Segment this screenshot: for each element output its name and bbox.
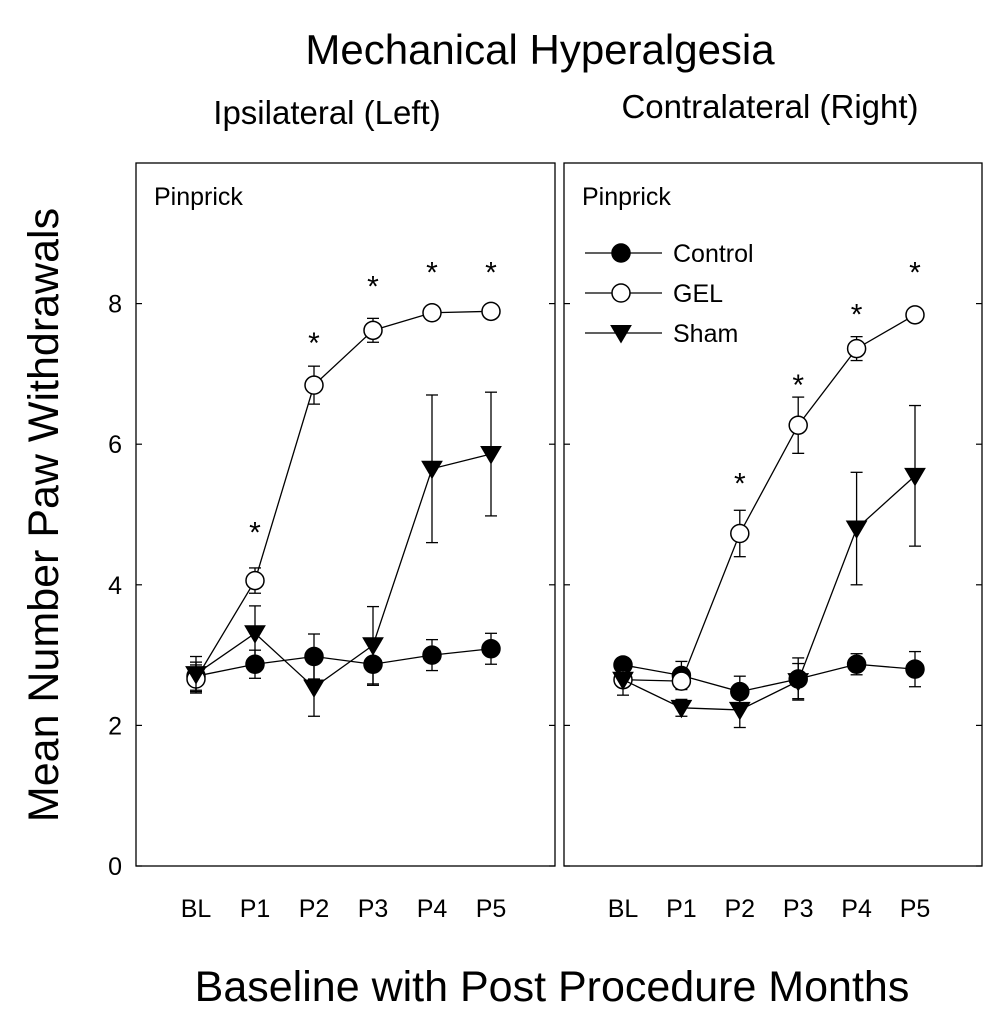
chart-title: Mechanical Hyperalgesia	[305, 26, 775, 73]
data-point	[846, 338, 867, 359]
data-point	[480, 446, 502, 465]
data-point	[846, 654, 867, 674]
series-sham	[185, 391, 502, 717]
panel-label: Pinprick	[154, 183, 243, 211]
data-point	[245, 570, 265, 591]
data-point	[612, 671, 634, 691]
series-line	[622, 663, 916, 693]
data-point	[905, 659, 925, 679]
data-point	[671, 671, 692, 691]
y-axis-label: Mean Number Paw Withdrawals	[20, 208, 68, 822]
series-control	[613, 650, 925, 708]
series-line	[195, 648, 492, 677]
x-tick-label: P2	[299, 895, 330, 923]
data-point	[787, 673, 810, 692]
significance-mark: *	[426, 256, 438, 289]
x-tick-label: P4	[417, 895, 448, 923]
y-tick-label: 6	[108, 431, 122, 459]
data-point	[244, 625, 266, 644]
x-tick-label: P1	[240, 895, 271, 923]
significance-mark: *	[909, 256, 921, 289]
x-tick-label: BL	[181, 895, 212, 923]
x-tick-label: BL	[608, 895, 639, 923]
legend-entry: Sham	[673, 320, 738, 348]
series-gel	[613, 305, 925, 691]
data-point	[185, 666, 207, 685]
series-line	[622, 475, 916, 711]
data-point	[481, 301, 501, 322]
data-point	[730, 523, 750, 544]
data-point	[670, 699, 693, 719]
significance-mark: *	[367, 271, 379, 304]
data-point	[788, 415, 808, 435]
x-axis-label: Baseline with Post Procedure Months	[195, 963, 910, 1011]
plot-frame	[135, 162, 556, 867]
data-point	[904, 467, 926, 487]
x-tick-label: P5	[476, 895, 507, 923]
significance-mark: *	[485, 256, 497, 289]
data-point	[421, 460, 443, 480]
data-point	[905, 305, 925, 325]
x-tick-label: P2	[725, 895, 756, 923]
panel-title-right: Contralateral (Right)	[621, 88, 918, 125]
panel-title-left: Ipsilateral (Left)	[213, 94, 440, 131]
series-line	[622, 314, 916, 682]
series-gel	[186, 301, 501, 694]
x-tick-label: P1	[666, 895, 697, 923]
legend: Control GEL Sham	[585, 240, 754, 348]
y-tick-label: 2	[108, 712, 122, 740]
y-tick-label: 0	[108, 853, 122, 881]
series-sham	[612, 404, 926, 729]
y-tick-label: 4	[108, 572, 122, 600]
series-line	[195, 310, 492, 680]
legend-entry: Control	[673, 240, 754, 268]
x-tick-label: P3	[783, 895, 814, 923]
legend-marker	[611, 283, 631, 303]
panel-left: 0 2 4 6 8 BL P1 P2 P3 P4 P5 Pinprick * * * * *	[108, 162, 556, 923]
data-point	[481, 639, 501, 659]
data-point	[363, 320, 383, 341]
series-line	[195, 453, 492, 689]
data-point	[422, 645, 442, 665]
x-tick-label: P4	[841, 895, 872, 923]
data-point	[304, 375, 324, 395]
data-point	[422, 302, 442, 323]
legend-entry: GEL	[673, 280, 723, 308]
panel-label: Pinprick	[582, 183, 671, 211]
plot-frame	[563, 162, 983, 867]
significance-mark: *	[249, 517, 261, 550]
data-point	[362, 637, 384, 656]
significance-mark: *	[308, 327, 320, 360]
significance-mark: *	[792, 369, 804, 402]
series-control	[186, 632, 501, 691]
significance-mark: *	[851, 299, 863, 332]
x-tick-label: P5	[900, 895, 931, 923]
y-tick-label: 8	[108, 291, 122, 319]
data-point	[303, 679, 325, 698]
significance-mark: *	[734, 467, 746, 500]
x-tick-label: P3	[358, 895, 389, 923]
legend-marker	[610, 325, 632, 344]
legend-marker	[611, 243, 631, 263]
panel-right: BL P1 P2 P3 P4 P5 Pinprick * * * * Control GEL Sham	[563, 162, 983, 923]
data-point	[845, 520, 868, 540]
data-point	[728, 701, 751, 721]
